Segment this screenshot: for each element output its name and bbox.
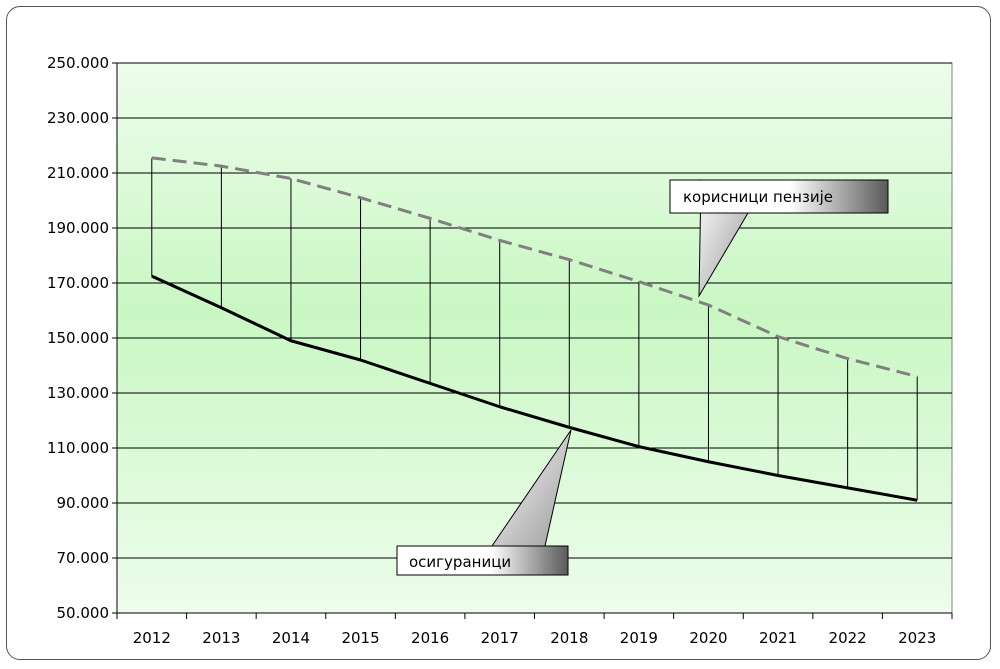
x-tick-label: 2020: [689, 629, 727, 647]
y-tick-label: 170.000: [47, 274, 109, 292]
y-tick-label: 130.000: [47, 384, 109, 402]
x-tick-label: 2019: [620, 629, 658, 647]
y-tick-label: 230.000: [47, 109, 109, 127]
callout-pension-recipients: корисници пензије: [669, 179, 889, 298]
x-tick-label: 2022: [829, 629, 867, 647]
y-tick-label: 210.000: [47, 164, 109, 182]
y-tick-label: 90.000: [57, 494, 110, 512]
series-label-pension-recipients: корисници пензије: [683, 188, 833, 206]
callout-insured: осигураници: [396, 429, 572, 576]
series-line-insured: [151, 274, 918, 502]
series-line-pension-recipients: [151, 156, 918, 378]
callout-box: [669, 179, 889, 214]
y-tick-label: 190.000: [47, 219, 109, 237]
x-tick-label: 2018: [550, 629, 588, 647]
y-tick-label: 150.000: [47, 329, 109, 347]
x-tick-label: 2012: [133, 629, 171, 647]
x-tick-label: 2023: [898, 629, 936, 647]
callout-box: [396, 545, 569, 576]
x-tick-label: 2014: [272, 629, 310, 647]
x-tick-label: 2016: [411, 629, 449, 647]
drop-lines: [151, 157, 918, 501]
x-tick-label: 2015: [341, 629, 379, 647]
x-tick-label: 2021: [759, 629, 797, 647]
x-tick-label: 2017: [481, 629, 519, 647]
y-tick-label: 110.000: [47, 439, 109, 457]
y-axis-ticks: 50.000 70.000 90.000 110.000 130.000 150.000 1…: [47, 54, 117, 622]
x-axis-ticks: 2012 2013 2014 2015 2016 2017 2018 2019 2020 2021…: [116, 613, 953, 647]
series-label-insured: осигураници: [409, 553, 511, 571]
x-tick-label: 2013: [202, 629, 240, 647]
y-tick-label: 50.000: [57, 604, 110, 622]
y-tick-label: 250.000: [47, 54, 109, 72]
y-tick-label: 70.000: [57, 549, 110, 567]
series-lines: [151, 156, 918, 502]
